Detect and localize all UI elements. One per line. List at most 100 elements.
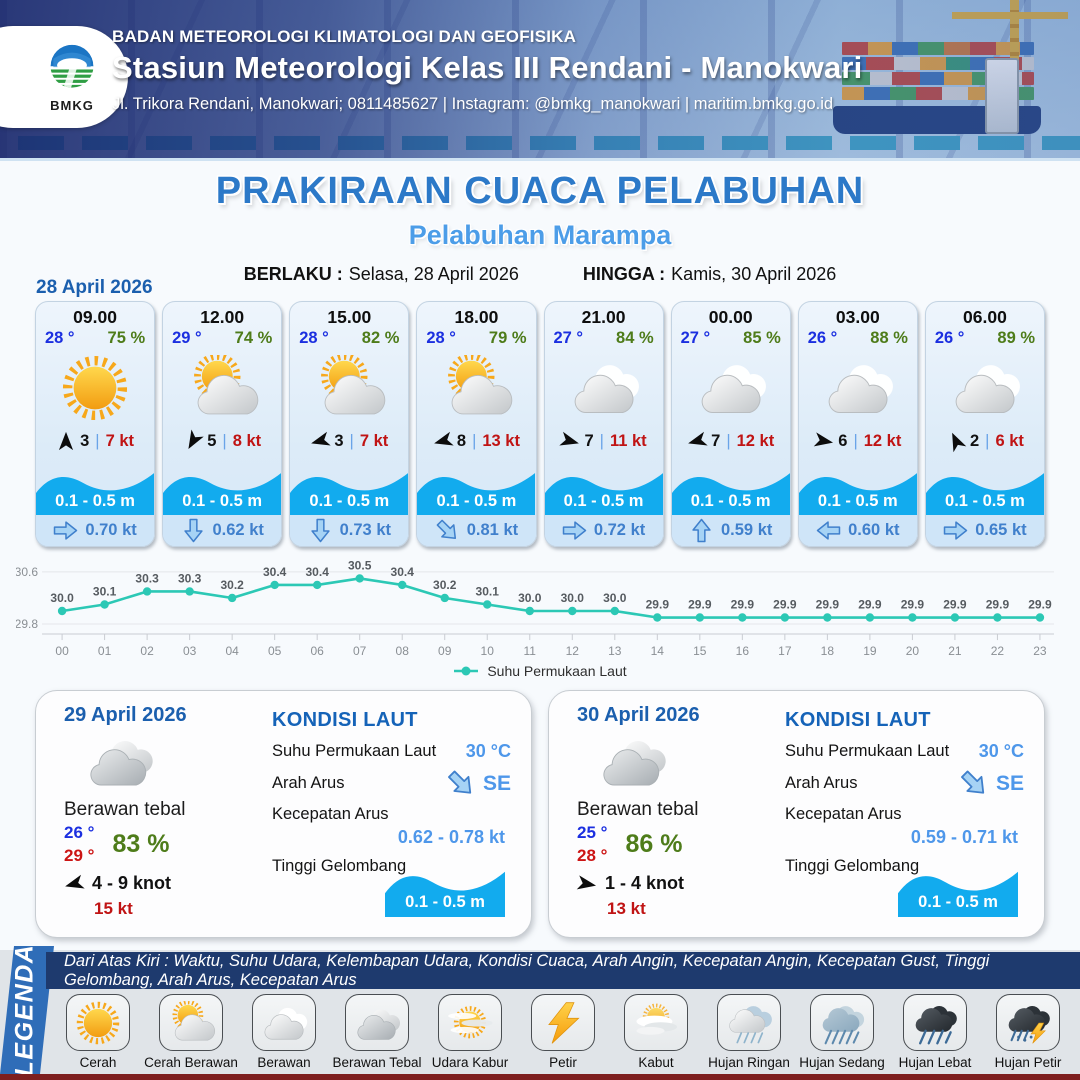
- wave-height-band: 0.1 - 0.5 m: [290, 463, 408, 515]
- wave-height-badge: 0.1 - 0.5 m: [898, 861, 1018, 917]
- wave-height: 0.1 - 0.5 m: [309, 492, 390, 510]
- wave-height-label: Tinggi Gelombang: [272, 857, 407, 875]
- current-direction-label: Arah Arus: [785, 774, 858, 792]
- current-direction-label: Arah Arus: [272, 774, 345, 792]
- temp-humidity-row: 26 ° 88 %: [799, 329, 917, 348]
- humidity: 84 %: [616, 329, 654, 347]
- wave-height: 0.1 - 0.5 m: [690, 492, 771, 510]
- svg-text:30.4: 30.4: [305, 565, 329, 579]
- daily-temp-min: 25 °: [577, 823, 608, 842]
- daily-gust: 13 kt: [607, 899, 646, 918]
- daily-temps: 25 ° 28 ° 86 %: [577, 823, 769, 866]
- legend-icon-box: [531, 994, 595, 1051]
- svg-text:29.9: 29.9: [943, 597, 967, 611]
- forecast-card: 21.00 27 ° 84 % 7 | 11 kt 0.1 - 0.5 m 0.…: [543, 301, 664, 547]
- svg-text:30.1: 30.1: [93, 584, 117, 598]
- gust-speed: 13 kt: [482, 431, 520, 450]
- svg-text:30.3: 30.3: [135, 571, 159, 585]
- svg-text:29.9: 29.9: [986, 597, 1010, 611]
- forecast-time: 09.00: [73, 307, 117, 327]
- svg-text:29.9: 29.9: [816, 597, 840, 611]
- legend-item-label: Cerah Berawan: [144, 1055, 238, 1070]
- svg-text:10: 10: [481, 644, 495, 658]
- separator: |: [349, 431, 354, 450]
- daily-wind-row: 4 - 9 knot: [64, 873, 256, 894]
- svg-text:19: 19: [863, 644, 877, 658]
- svg-text:30.0: 30.0: [518, 591, 542, 605]
- daily-forecast-panel: 29 April 2026 Berawan tebal 26 ° 29 ° 83…: [35, 690, 532, 938]
- wave-height: 0.1 - 0.5 m: [563, 492, 644, 510]
- temp-humidity-row: 29 ° 74 %: [163, 329, 281, 348]
- current-row: 0.72 kt: [544, 515, 663, 546]
- header-text: BADAN METEOROLOGI KLIMATOLOGI DAN GEOFIS…: [112, 27, 863, 114]
- header-overlay: [0, 0, 1080, 158]
- weather-condition-icon: [799, 348, 917, 428]
- svg-text:22: 22: [991, 644, 1005, 658]
- svg-text:12: 12: [566, 644, 580, 658]
- legend-icon-box: [810, 994, 874, 1051]
- svg-text:30.6: 30.6: [16, 565, 38, 579]
- legend-item-label: Udara Kabur: [431, 1055, 509, 1070]
- current-speed: 0.81 kt: [466, 521, 519, 539]
- humidity: 79 %: [488, 329, 527, 347]
- current-direction-icon: [442, 764, 481, 803]
- page-title: PRAKIRAAN CUACA PELABUHAN: [215, 170, 865, 212]
- wave-height: 0.1 - 0.5 m: [817, 492, 898, 510]
- svg-text:30.4: 30.4: [391, 565, 415, 579]
- current-row: 0.70 kt: [36, 515, 155, 546]
- svg-text:13: 13: [608, 644, 622, 658]
- svg-text:09: 09: [438, 644, 452, 658]
- svg-text:03: 03: [183, 644, 197, 658]
- gust-speed: 12 kt: [863, 431, 902, 450]
- svg-text:11: 11: [524, 644, 537, 658]
- wind-direction-icon: [575, 872, 598, 895]
- sst-value: 30 °C: [465, 741, 511, 761]
- forecast-time: 12.00: [200, 307, 245, 327]
- svg-text:30.2: 30.2: [220, 578, 244, 592]
- wind-speed: 3: [334, 431, 344, 450]
- wind-speed: 6: [838, 431, 848, 450]
- sea-surface-temperature-chart: 30.6 29.8 00 01 02 03 04 05 06 07 08 09 10 11 12 13 14 15…: [15, 558, 1054, 658]
- current-direction-text: SE: [995, 771, 1024, 795]
- daily-temp-max: 29 °: [64, 846, 95, 865]
- agency-name: BADAN METEOROLOGI KLIMATOLOGI DAN GEOFIS…: [112, 27, 577, 46]
- valid-to-value: Kamis, 30 April 2026: [671, 264, 837, 284]
- weather-condition-icon: [36, 348, 154, 428]
- current-direction-icon: [431, 514, 464, 547]
- wave-height-band: 0.1 - 0.5 m: [799, 463, 917, 515]
- chart-legend: Suhu Permukaan Laut: [0, 663, 1080, 679]
- svg-text:29.8: 29.8: [16, 617, 38, 631]
- legend-icon-box: [717, 994, 781, 1051]
- svg-text:05: 05: [268, 644, 282, 658]
- bmkg-logo: BMKG: [0, 26, 128, 128]
- svg-text:30.4: 30.4: [263, 565, 287, 579]
- svg-text:29.9: 29.9: [646, 597, 670, 611]
- gust-speed: 11 kt: [609, 431, 647, 450]
- legend-item: Udara Kabur: [426, 994, 514, 1071]
- legend-item: Hujan Sedang: [798, 994, 886, 1071]
- humidity: 82 %: [361, 329, 400, 347]
- legend-weather-icon: [724, 1001, 774, 1045]
- legend-weather-icon: [259, 1001, 309, 1045]
- svg-text:14: 14: [651, 644, 665, 658]
- bmkg-logo-inner: BMKG: [44, 41, 100, 113]
- sst-label: Suhu Permukaan Laut: [785, 742, 950, 760]
- valid-to: HINGGA : Kamis, 30 April 2026: [583, 264, 836, 285]
- forecast-time: 06.00: [963, 307, 1007, 327]
- legend-weather-icon: [817, 1001, 867, 1045]
- legend-item: Cerah: [54, 994, 142, 1071]
- legend-weather-icon: [166, 1001, 216, 1045]
- forecast-card: 09.00 28 ° 75 % 3 | 7 kt 0.1 - 0.5 m 0.7…: [35, 301, 156, 547]
- air-temperature: 26 °: [934, 329, 965, 347]
- valid-to-label: HINGGA :: [582, 264, 666, 284]
- wind-direction-icon: [558, 429, 582, 453]
- daily-temps: 26 ° 29 ° 83 %: [64, 823, 256, 866]
- current-direction-icon: [943, 520, 968, 541]
- wave-height-band: 0.1 - 0.5 m: [163, 463, 281, 515]
- valid-from-value: Selasa, 28 April 2026: [348, 264, 519, 284]
- current-direction-icon: [691, 518, 712, 543]
- svg-text:30.2: 30.2: [433, 578, 457, 592]
- svg-text:16: 16: [736, 644, 750, 658]
- current-row: 0.62 kt: [163, 515, 282, 546]
- svg-text:29.9: 29.9: [901, 597, 925, 611]
